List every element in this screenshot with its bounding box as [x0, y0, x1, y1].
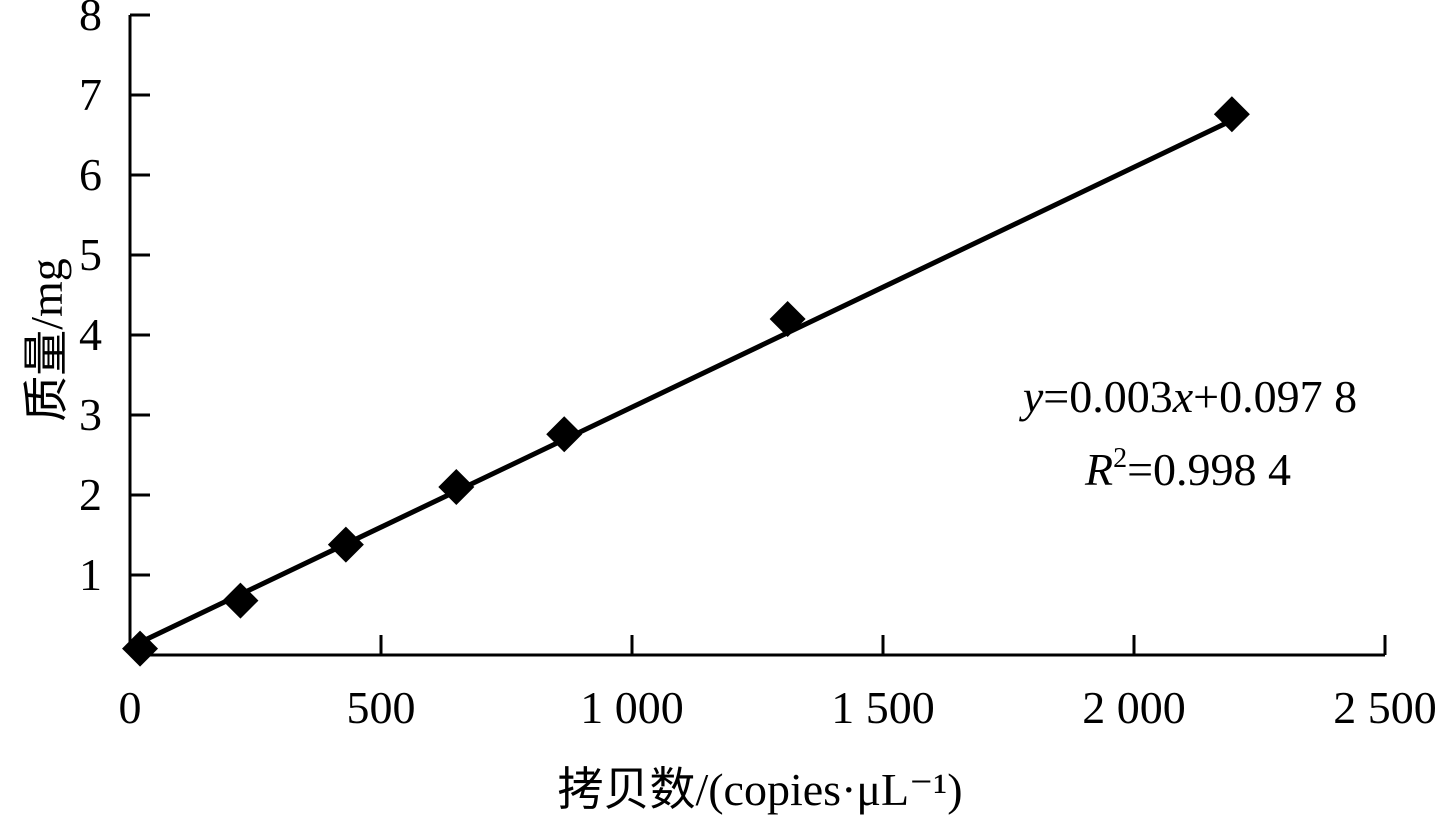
data-point — [769, 301, 806, 337]
y-tick-label: 4 — [79, 309, 102, 360]
x-tick-label: 1 000 — [580, 682, 684, 733]
y-tick-label: 6 — [79, 149, 102, 200]
y-tick-label: 3 — [79, 389, 102, 440]
equation-y-variable: y — [1019, 371, 1044, 422]
data-point — [122, 630, 159, 667]
trend-line — [138, 118, 1233, 645]
x-axis-title: 拷贝数/(copies·μL⁻¹) — [557, 764, 962, 815]
x-tick-label: 0 — [119, 682, 142, 733]
data-point — [222, 582, 259, 619]
data-point — [438, 469, 475, 505]
y-axis-title: 质量/mg — [21, 258, 72, 422]
x-tick-label: 2 500 — [1333, 682, 1437, 733]
data-point — [1213, 96, 1250, 133]
data-points — [122, 96, 1250, 667]
regression-equation: y=0.003x+0.097 8 — [1019, 371, 1357, 422]
y-tick-label: 1 — [79, 549, 102, 600]
equation-part-1: =0.003 — [1043, 371, 1172, 422]
y-tick-label: 7 — [79, 69, 102, 120]
trendline-group — [138, 118, 1233, 645]
y-tick-label: 5 — [79, 229, 102, 280]
equation-x-variable: x — [1172, 371, 1194, 422]
data-point — [546, 416, 583, 453]
r-superscript: 2 — [1113, 443, 1127, 474]
x-tick-label: 2 000 — [1082, 682, 1186, 733]
x-tick-label: 1 500 — [831, 682, 935, 733]
x-tick-label: 500 — [347, 682, 416, 733]
y-tick-label: 2 — [79, 469, 102, 520]
y-tick-label: 8 — [79, 0, 102, 40]
r-squared-annotation: R2=0.998 4 — [1084, 443, 1291, 495]
r-variable: R — [1084, 444, 1113, 495]
axes: 0 500 1 000 1 500 2 000 2 500 1 2 3 4 5 6 7 8 — [79, 0, 1437, 733]
r-squared-value: =0.998 4 — [1127, 444, 1291, 495]
equation-part-2: +0.097 8 — [1193, 371, 1357, 422]
data-point — [327, 526, 364, 563]
